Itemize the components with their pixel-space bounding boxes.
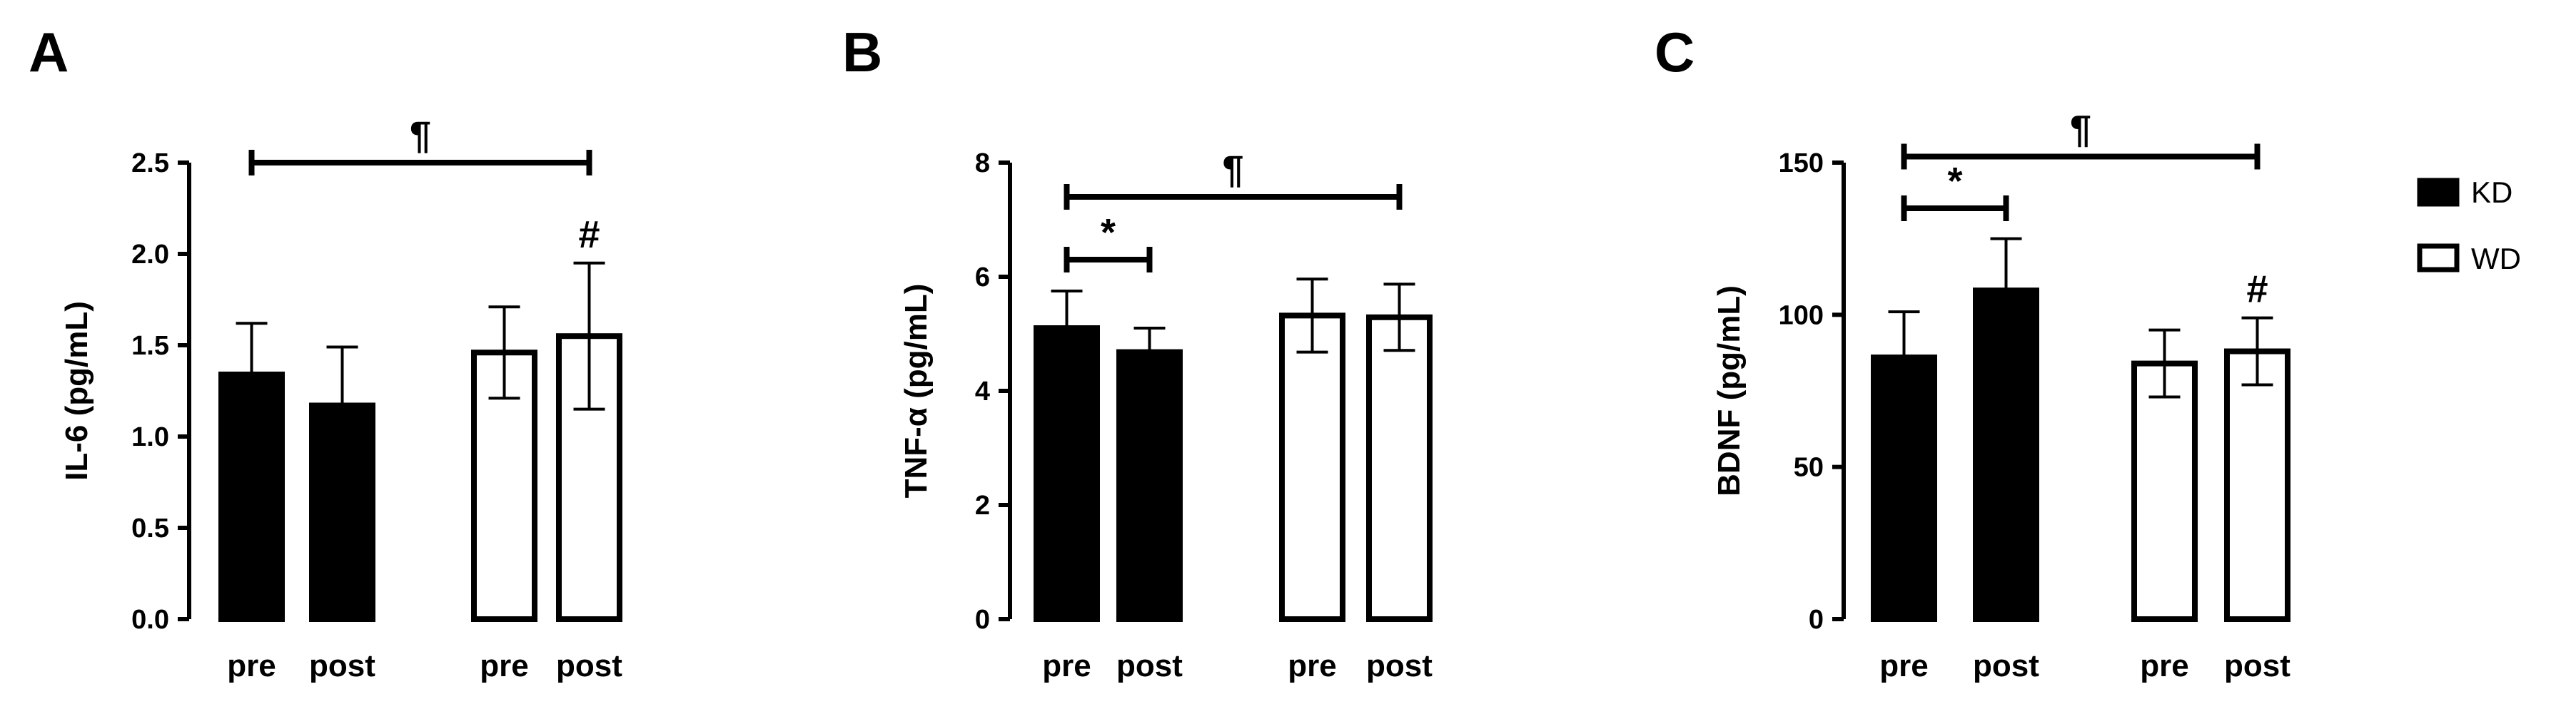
x-tick-label: pre bbox=[1288, 648, 1336, 683]
y-tick-label: 0 bbox=[975, 605, 990, 635]
bar-kd-pre bbox=[1034, 325, 1100, 622]
panel-c: C 0 50 100 150 BDNF (pg/mL) pre post pre post ¶ * # bbox=[1655, 21, 2290, 683]
legend-label-kd: KD bbox=[2471, 175, 2512, 209]
y-tick-label: 8 bbox=[975, 148, 990, 178]
bar-wd-post bbox=[2224, 348, 2290, 622]
y-tick-label: 2.5 bbox=[131, 148, 169, 178]
panel-a: A0.00.51.01.52.02.5IL-6 (pg/mL)pre post pr… bbox=[29, 21, 622, 683]
panel-letter-b: B bbox=[842, 21, 882, 83]
legend-label-wd: WD bbox=[2471, 242, 2521, 275]
panel-letter-a: A bbox=[29, 21, 69, 83]
y-tick-label: 100 bbox=[1779, 300, 1824, 330]
x-tick-label: post bbox=[556, 648, 622, 683]
x-tick-label: pre bbox=[480, 648, 528, 683]
x-tick-label: post bbox=[1973, 648, 2039, 683]
y-tick-label: 6 bbox=[975, 262, 990, 292]
y-tick-label: 0.5 bbox=[131, 514, 169, 544]
x-tick-label: post bbox=[1116, 648, 1183, 683]
y-axis-label: BDNF (pg/mL) bbox=[1712, 285, 1747, 496]
significance-mark: * bbox=[1101, 211, 1116, 254]
y-tick-label: 1.5 bbox=[131, 331, 169, 361]
y-tick-label: 4 bbox=[975, 377, 990, 407]
y-axis-label: IL-6 (pg/mL) bbox=[59, 301, 94, 481]
y-tick-label: 2 bbox=[975, 491, 990, 521]
bar-wd-pre bbox=[1279, 312, 1345, 622]
significance-mark: ¶ bbox=[410, 114, 431, 157]
y-tick-label: 50 bbox=[1794, 453, 1824, 483]
significance-mark: ¶ bbox=[1222, 148, 1243, 191]
y-tick-label: 0.0 bbox=[131, 605, 169, 635]
bar-kd-post bbox=[1116, 349, 1183, 622]
x-tick-label: pre bbox=[227, 648, 276, 683]
x-tick-label: pre bbox=[1042, 648, 1091, 683]
bar-wd-pre bbox=[2131, 360, 2198, 622]
significance-mark: ¶ bbox=[2070, 108, 2091, 151]
y-tick-label: 150 bbox=[1779, 148, 1824, 178]
x-tick-label: pre bbox=[1879, 648, 1928, 683]
legend: KD WD bbox=[2417, 175, 2521, 275]
significance-mark: # bbox=[2246, 268, 2268, 311]
x-tick-label: post bbox=[309, 648, 375, 683]
x-tick-label: post bbox=[2224, 648, 2290, 683]
significance-mark: * bbox=[1947, 160, 1962, 203]
significance-mark: # bbox=[578, 213, 600, 256]
y-tick-label: 0 bbox=[1809, 605, 1824, 635]
x-tick-label: pre bbox=[2140, 648, 2188, 683]
y-tick-label: 2.0 bbox=[131, 240, 169, 270]
bar-kd-post bbox=[1973, 287, 2039, 622]
bar-wd-post bbox=[1366, 314, 1433, 622]
legend-swatch-wd bbox=[2417, 243, 2460, 272]
legend-swatch-kd bbox=[2417, 178, 2460, 207]
y-tick-label: 1.0 bbox=[131, 422, 169, 452]
x-tick-label: post bbox=[1366, 648, 1433, 683]
y-axis-label: TNF-α (pg/mL) bbox=[899, 284, 934, 499]
panel-letter-c: C bbox=[1655, 21, 1694, 83]
